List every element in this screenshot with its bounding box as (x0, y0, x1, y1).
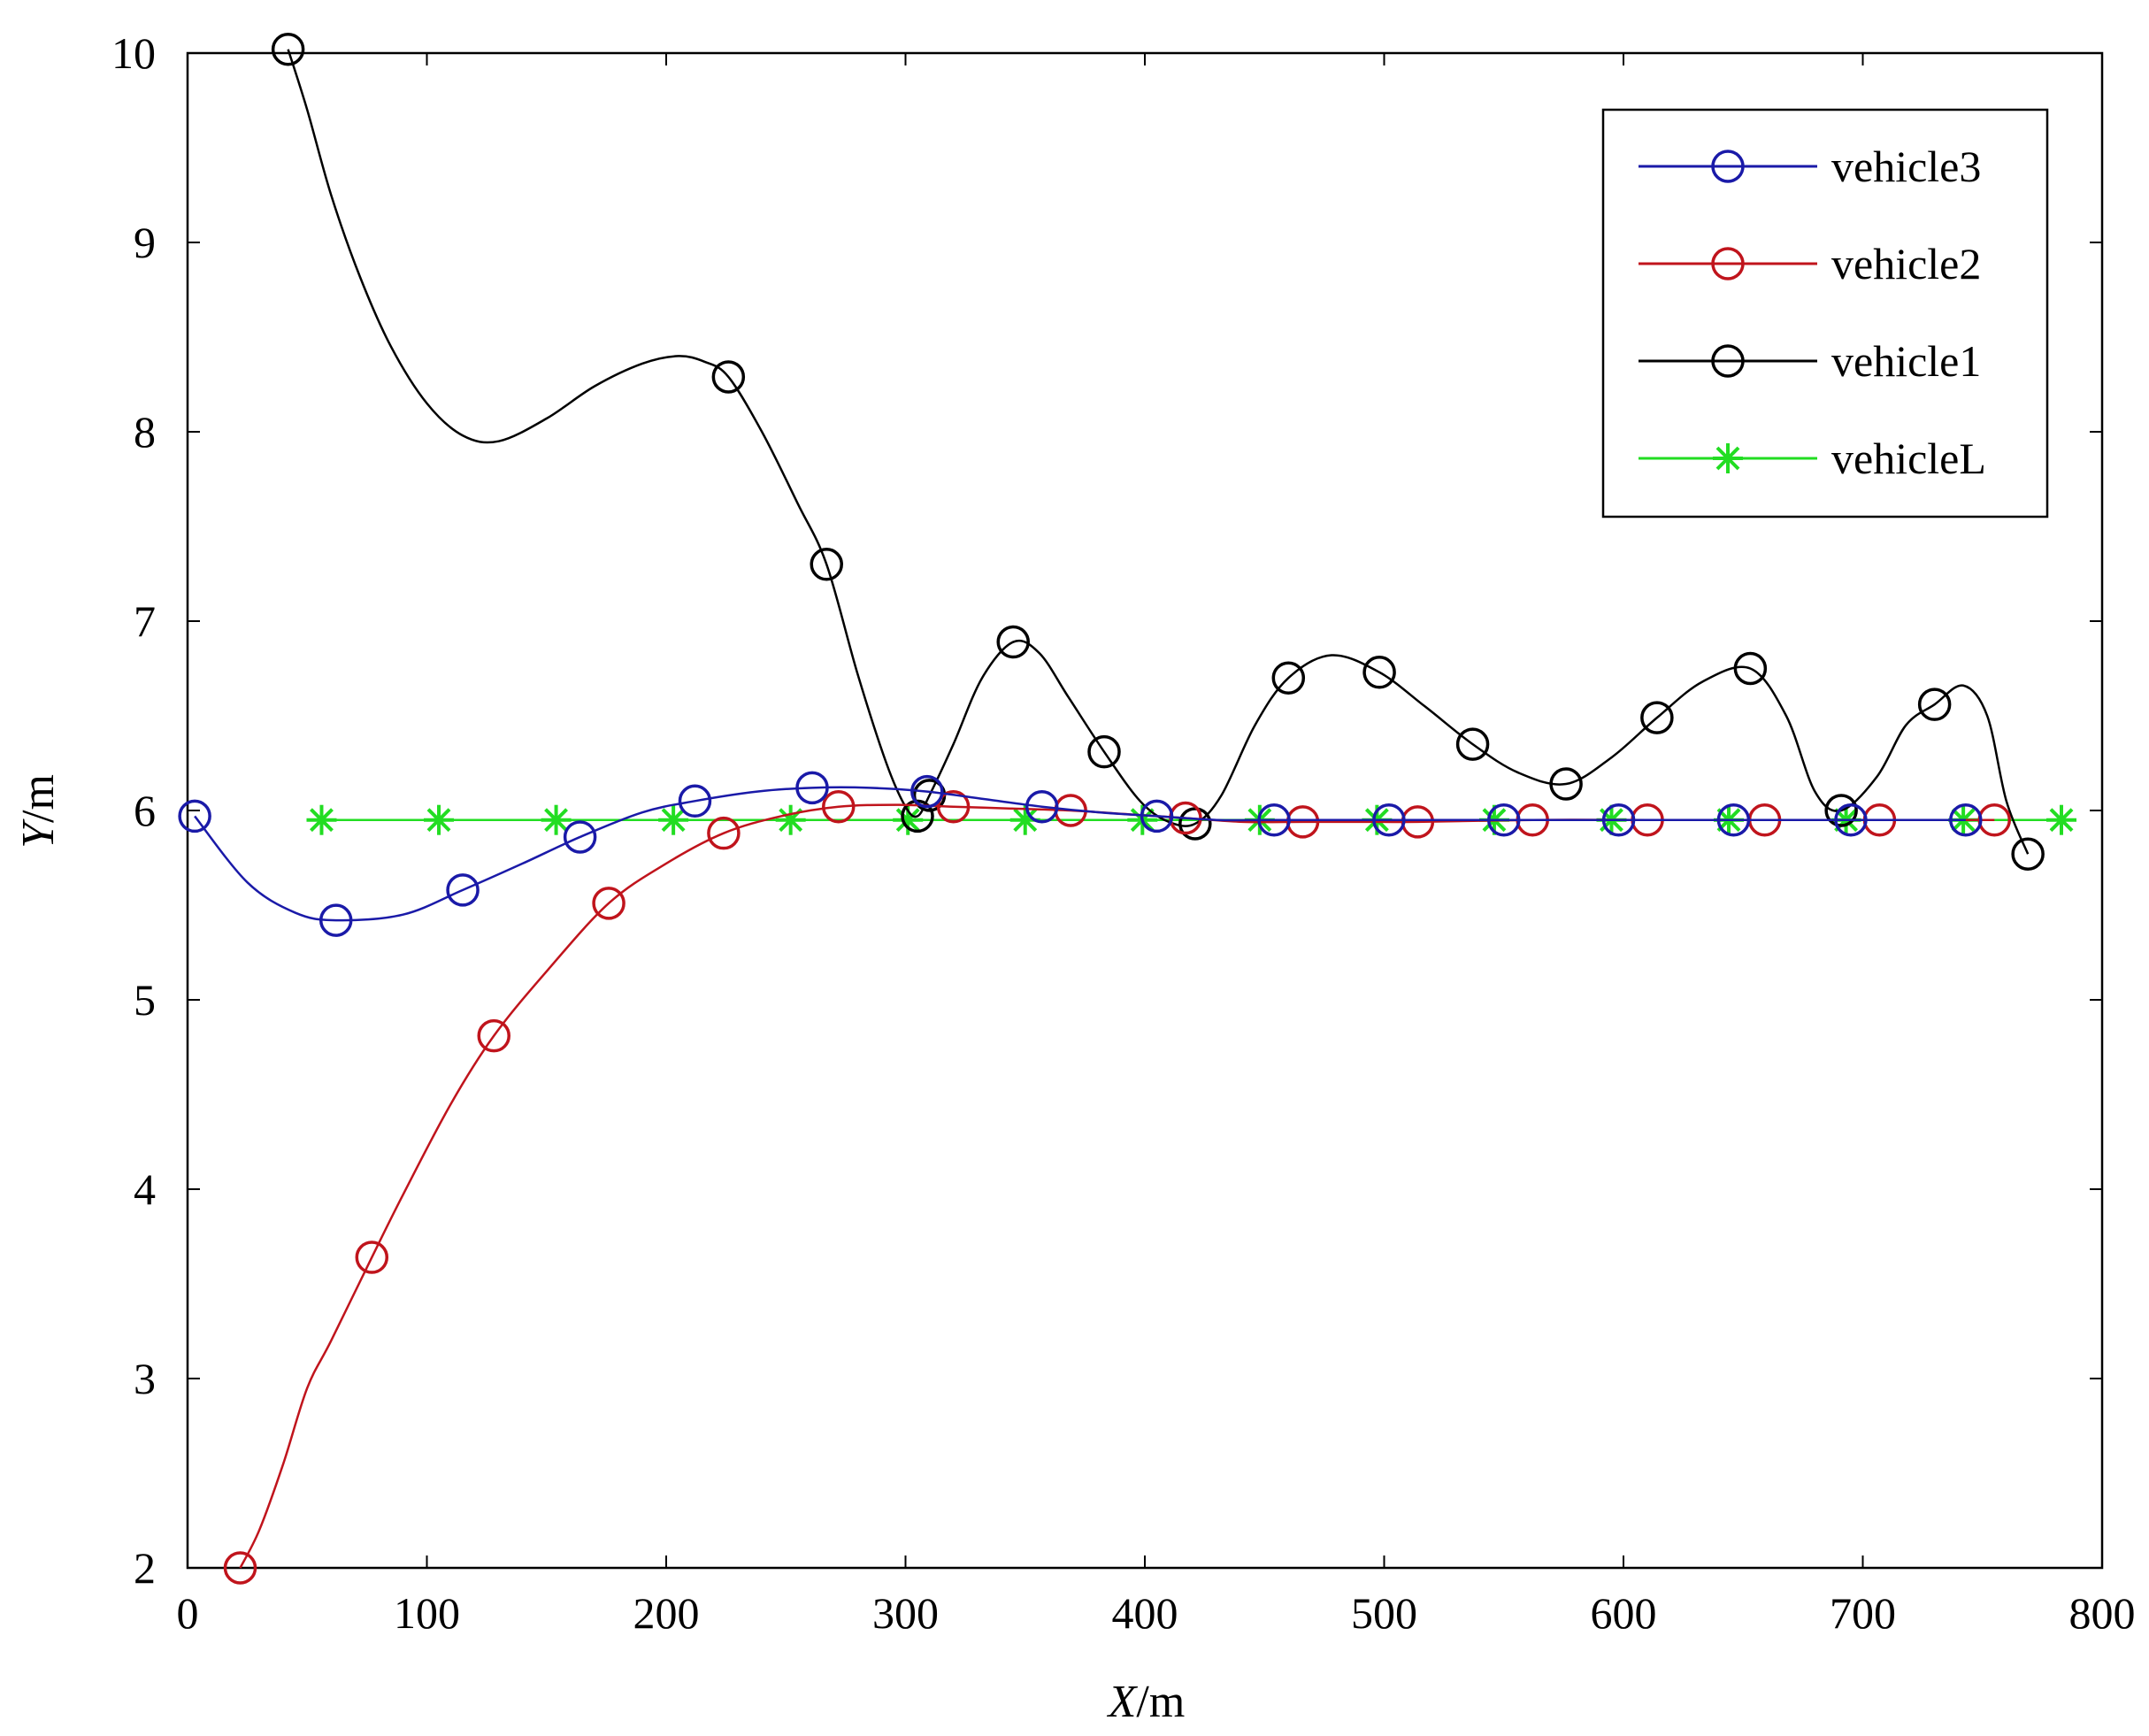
series-vehicle1 (271, 32, 2045, 871)
x-tick-label: 300 (872, 1588, 939, 1638)
vehicle2-point (355, 1241, 389, 1274)
x-tick-label: 600 (1591, 1588, 1657, 1638)
x-tick-label: 0 (177, 1588, 199, 1638)
x-tick-label: 700 (1830, 1588, 1896, 1638)
y-tick-label: 4 (134, 1164, 156, 1214)
legend-marker (1713, 443, 1743, 473)
star-stroke (426, 808, 451, 833)
legend: vehicle3 vehicle2 vehicle1 vehicleL (1601, 108, 2049, 518)
vehicle2-point (822, 789, 856, 824)
y-tick-label: 5 (134, 975, 156, 1025)
y-tick-label: 3 (134, 1354, 156, 1403)
vehicle3-point (910, 774, 944, 809)
vehicle3-line (194, 786, 1966, 922)
vehicle1-point (711, 360, 746, 394)
x-tick-label: 800 (2069, 1588, 2136, 1638)
vehicle3-point (678, 784, 712, 818)
vehicle3-point (1372, 803, 1406, 837)
x-tick-label: 200 (633, 1588, 700, 1638)
x-tick-label: 100 (394, 1588, 460, 1638)
series-vehicle3 (178, 771, 1983, 937)
series-vehicle2 (223, 789, 2012, 1585)
vehicle1-point (2011, 837, 2045, 871)
y-tick-label: 8 (134, 407, 156, 457)
x-tick-label: 500 (1351, 1588, 1417, 1638)
legend-box (1601, 108, 2049, 518)
legend-item-vehicle2: vehicle2 (1639, 239, 1981, 288)
y-tick-label: 6 (134, 786, 156, 835)
vehicle1-point (996, 625, 1030, 659)
vehicle3-point (1257, 803, 1291, 837)
y-tick-label: 10 (111, 28, 156, 78)
vehicle1-point (1733, 651, 1768, 686)
vehicle3-point (563, 820, 597, 854)
vehicle1-point (1178, 807, 1212, 841)
vehicleL-point (658, 804, 689, 835)
vehicle3-point (795, 771, 829, 805)
vehicle3-point (178, 799, 211, 833)
vehicle1-point (1271, 661, 1306, 695)
legend-marker (1711, 247, 1745, 280)
legend-label: vehicleL (1831, 434, 1986, 483)
vehicle3-point (1601, 803, 1636, 837)
legend-item-vehicle1: vehicle1 (1639, 336, 1981, 386)
legend-label: vehicle2 (1831, 239, 1981, 288)
vehicle1-point (1917, 687, 1952, 721)
series-layer (178, 32, 2077, 1585)
star-stroke (1715, 446, 1740, 471)
legend-item-vehicleL: vehicleL (1639, 434, 1986, 483)
star-stroke (544, 808, 569, 833)
axis-ticks (187, 52, 2103, 1569)
legend-label: vehicle3 (1831, 142, 1981, 191)
vehicle3-point (1025, 789, 1059, 824)
vehicle1-point (1087, 734, 1121, 769)
vehicle2-point (936, 789, 971, 824)
vehicle3-point (319, 903, 353, 937)
vehicle2-point (707, 816, 741, 850)
vehicle1-point (1640, 701, 1674, 734)
x-tick-label: 400 (1112, 1588, 1178, 1638)
vehicle3-point (1487, 803, 1521, 837)
y-tick-label: 7 (134, 596, 156, 646)
vehicle2-point (223, 1551, 257, 1585)
vehicle1-point (271, 32, 305, 66)
vehicle3-point (446, 873, 480, 907)
vehicle2-line (239, 803, 1995, 1569)
star-stroke (661, 808, 686, 833)
x-tick-labels: 0 100 200 300 400 500 600 700 800 (177, 1588, 2136, 1638)
vehicle3-point (1716, 803, 1751, 837)
vehicle3-point (1949, 803, 1983, 837)
legend-marker (1711, 150, 1745, 183)
vehicleL-point (424, 804, 455, 835)
vehicle2-point (477, 1018, 510, 1053)
x-axis-label: X/m (1107, 1677, 1186, 1727)
vehicle1-point (810, 548, 843, 581)
y-axis-label: Y/m (13, 774, 64, 849)
star-stroke (895, 808, 920, 833)
vehicle1-line (287, 49, 2030, 855)
vehicleL-point (2046, 804, 2077, 835)
y-tick-labels: 2 3 4 5 6 7 8 9 10 (111, 28, 156, 1593)
vehicle1-point (1549, 767, 1583, 801)
legend-marker (1711, 344, 1745, 378)
vehicleL-point (306, 804, 337, 835)
y-tick-label: 2 (134, 1543, 156, 1593)
vehicle3-point (1140, 799, 1174, 833)
vehicleL-point (541, 804, 572, 835)
star-stroke (1013, 808, 1038, 833)
legend-item-vehicle3: vehicle3 (1639, 142, 1981, 191)
vehicle2-point (592, 887, 626, 920)
star-stroke (2049, 808, 2074, 833)
vehicle1-point (1362, 656, 1396, 689)
vehicleL-point (775, 804, 806, 835)
y-tick-label: 9 (134, 218, 156, 267)
star-stroke (310, 808, 334, 833)
vehicle1-point (1455, 727, 1490, 761)
vehicle1-point (1824, 794, 1858, 827)
vehicle3-point (1834, 803, 1868, 837)
legend-label: vehicle1 (1831, 336, 1981, 386)
